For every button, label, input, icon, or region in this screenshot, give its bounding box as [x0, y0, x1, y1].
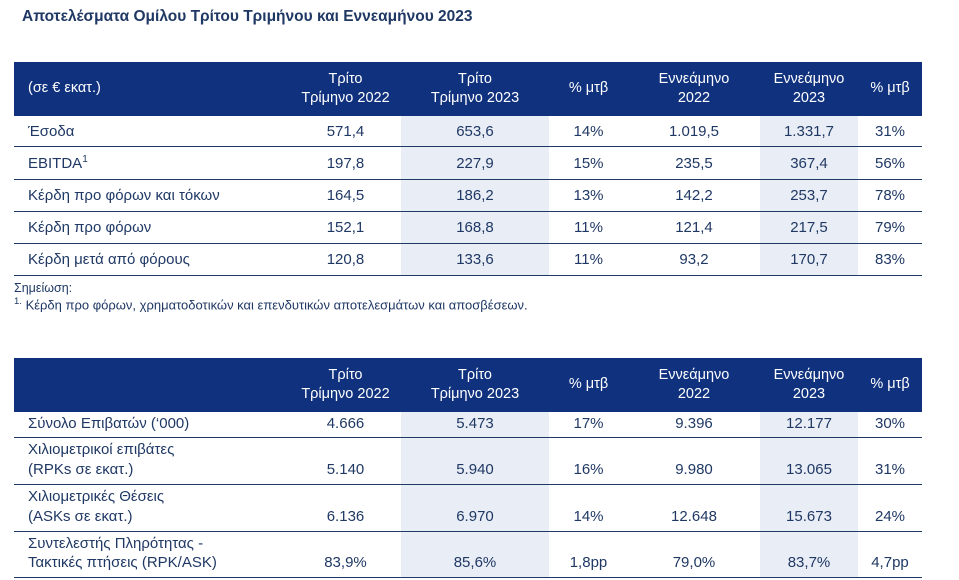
cell-value: 31%: [858, 437, 922, 486]
header-q3-2022: Τρίτο Τρίμηνο 2022: [290, 62, 401, 116]
header-9m-2022: Εννεάμηνο 2022: [628, 62, 760, 116]
row-label: Χιλιομετρικές Θέσεις (ASKs σε εκατ.): [14, 484, 290, 532]
cell-value: 15.673: [760, 484, 858, 532]
header-pct-change-q3: % μτβ: [549, 358, 628, 412]
cell-value: 79,0%: [628, 531, 760, 579]
table-row-passengers: Σύνολο Επιβατών (‘000) 4.666 5.473 17% 9…: [14, 411, 922, 439]
footnote-marker: 1: [82, 154, 88, 166]
cell-value: 1.019,5: [628, 115, 760, 148]
cell-value: 15%: [549, 146, 628, 181]
cell-value: 253,7: [760, 179, 858, 213]
cell-value: 56%: [858, 146, 922, 181]
cell-value: 571,4: [290, 115, 401, 148]
cell-value: 14%: [549, 115, 628, 148]
page-title: Αποτελέσματα Ομίλου Τρίτου Τριμήνου και …: [22, 8, 473, 25]
cell-value: 9.396: [628, 411, 760, 439]
cell-value: 227,9: [401, 146, 549, 181]
cell-value: 186,2: [401, 179, 549, 213]
row-label: Κέρδη προ φόρων: [14, 211, 290, 244]
cell-value: 1.331,7: [760, 115, 858, 148]
row-label: Κέρδη προ φόρων και τόκων: [14, 179, 290, 213]
table-row-revenue: Έσοδα 571,4 653,6 14% 1.019,5 1.331,7 31…: [14, 115, 922, 148]
header-q3-2023: Τρίτο Τρίμηνο 2023: [401, 358, 549, 412]
traffic-table-header: Τρίτο Τρίμηνο 2022 Τρίτο Τρίμηνο 2023 % …: [14, 358, 922, 412]
cell-value: 9.980: [628, 437, 760, 486]
cell-value: 31%: [858, 115, 922, 148]
header-pct-change-9m: % μτβ: [858, 62, 922, 116]
header-q3-2022: Τρίτο Τρίμηνο 2022: [290, 358, 401, 412]
traffic-results-table: Τρίτο Τρίμηνο 2022 Τρίτο Τρίμηνο 2023 % …: [14, 358, 922, 579]
table-row-net-profit: Κέρδη μετά από φόρους 120,8 133,6 11% 93…: [14, 243, 922, 276]
footnote-heading: Σημείωση:: [14, 280, 73, 295]
header-empty: [14, 358, 290, 412]
cell-value: 12.648: [628, 484, 760, 532]
row-label: Συντελεστής Πληρότητας - Τακτικές πτήσει…: [14, 531, 290, 579]
table-row-rpks: Χιλιομετρικοί επιβάτες (RPKs σε εκατ.) 5…: [14, 437, 922, 486]
cell-value: 85,6%: [401, 531, 549, 579]
financial-table-header: (σε € εκατ.) Τρίτο Τρίμηνο 2022 Τρίτο Τρ…: [14, 62, 922, 116]
header-pct-change-q3: % μτβ: [549, 62, 628, 116]
header-pct-change-9m: % μτβ: [858, 358, 922, 412]
cell-value: 13.065: [760, 437, 858, 486]
header-q3-2023: Τρίτο Τρίμηνο 2023: [401, 62, 549, 116]
cell-value: 121,4: [628, 211, 760, 244]
header-row: (σε € εκατ.) Τρίτο Τρίμηνο 2022 Τρίτο Τρ…: [14, 62, 922, 116]
footnote-text: 1. Κέρδη προ φόρων, χρηματοδοτικών και ε…: [14, 295, 528, 312]
cell-value: 11%: [549, 243, 628, 276]
cell-value: 6.136: [290, 484, 401, 532]
cell-value: 30%: [858, 411, 922, 439]
cell-value: 367,4: [760, 146, 858, 181]
cell-value: 17%: [549, 411, 628, 439]
cell-value: 235,5: [628, 146, 760, 181]
table-row-ebit: Κέρδη προ φόρων και τόκων 164,5 186,2 13…: [14, 179, 922, 213]
cell-value: 653,6: [401, 115, 549, 148]
table-row-asks: Χιλιομετρικές Θέσεις (ASKs σε εκατ.) 6.1…: [14, 484, 922, 532]
table-row-ebitda: EBITDA1 197,8 227,9 15% 235,5 367,4 56%: [14, 146, 922, 181]
cell-value: 11%: [549, 211, 628, 244]
cell-value: 4,7pp: [858, 531, 922, 579]
cell-value: 152,1: [290, 211, 401, 244]
cell-value: 5.473: [401, 411, 549, 439]
cell-value: 4.666: [290, 411, 401, 439]
cell-value: 83%: [858, 243, 922, 276]
header-9m-2023: Εννεάμηνο 2023: [760, 358, 858, 412]
row-label: Χιλιομετρικοί επιβάτες (RPKs σε εκατ.): [14, 437, 290, 486]
table-row-pretax-profit: Κέρδη προ φόρων 152,1 168,8 11% 121,4 21…: [14, 211, 922, 244]
cell-value: 83,9%: [290, 531, 401, 579]
cell-value: 93,2: [628, 243, 760, 276]
header-row: Τρίτο Τρίμηνο 2022 Τρίτο Τρίμηνο 2023 % …: [14, 358, 922, 412]
cell-value: 14%: [549, 484, 628, 532]
cell-value: 168,8: [401, 211, 549, 244]
cell-value: 170,7: [760, 243, 858, 276]
cell-value: 120,8: [290, 243, 401, 276]
header-9m-2022: Εννεάμηνο 2022: [628, 358, 760, 412]
row-label: Έσοδα: [14, 115, 290, 148]
cell-value: 12.177: [760, 411, 858, 439]
cell-value: 6.970: [401, 484, 549, 532]
header-unit-label: (σε € εκατ.): [14, 62, 290, 116]
header-9m-2023: Εννεάμηνο 2023: [760, 62, 858, 116]
cell-value: 197,8: [290, 146, 401, 181]
cell-value: 13%: [549, 179, 628, 213]
cell-value: 133,6: [401, 243, 549, 276]
cell-value: 16%: [549, 437, 628, 486]
financial-results-table: (σε € εκατ.) Τρίτο Τρίμηνο 2022 Τρίτο Τρ…: [14, 62, 922, 276]
cell-value: 79%: [858, 211, 922, 244]
row-label: Κέρδη μετά από φόρους: [14, 243, 290, 276]
footnote: Σημείωση: 1. Κέρδη προ φόρων, χρηματοδοτ…: [14, 281, 959, 312]
footnote-marker: 1.: [14, 295, 22, 307]
row-label: Σύνολο Επιβατών (‘000): [14, 411, 290, 439]
cell-value: 5.940: [401, 437, 549, 486]
cell-value: 217,5: [760, 211, 858, 244]
cell-value: 24%: [858, 484, 922, 532]
cell-value: 83,7%: [760, 531, 858, 579]
cell-value: 164,5: [290, 179, 401, 213]
table-row-load-factor: Συντελεστής Πληρότητας - Τακτικές πτήσει…: [14, 531, 922, 579]
row-label: EBITDA1: [14, 146, 290, 181]
cell-value: 5.140: [290, 437, 401, 486]
cell-value: 142,2: [628, 179, 760, 213]
cell-value: 1,8pp: [549, 531, 628, 579]
cell-value: 78%: [858, 179, 922, 213]
